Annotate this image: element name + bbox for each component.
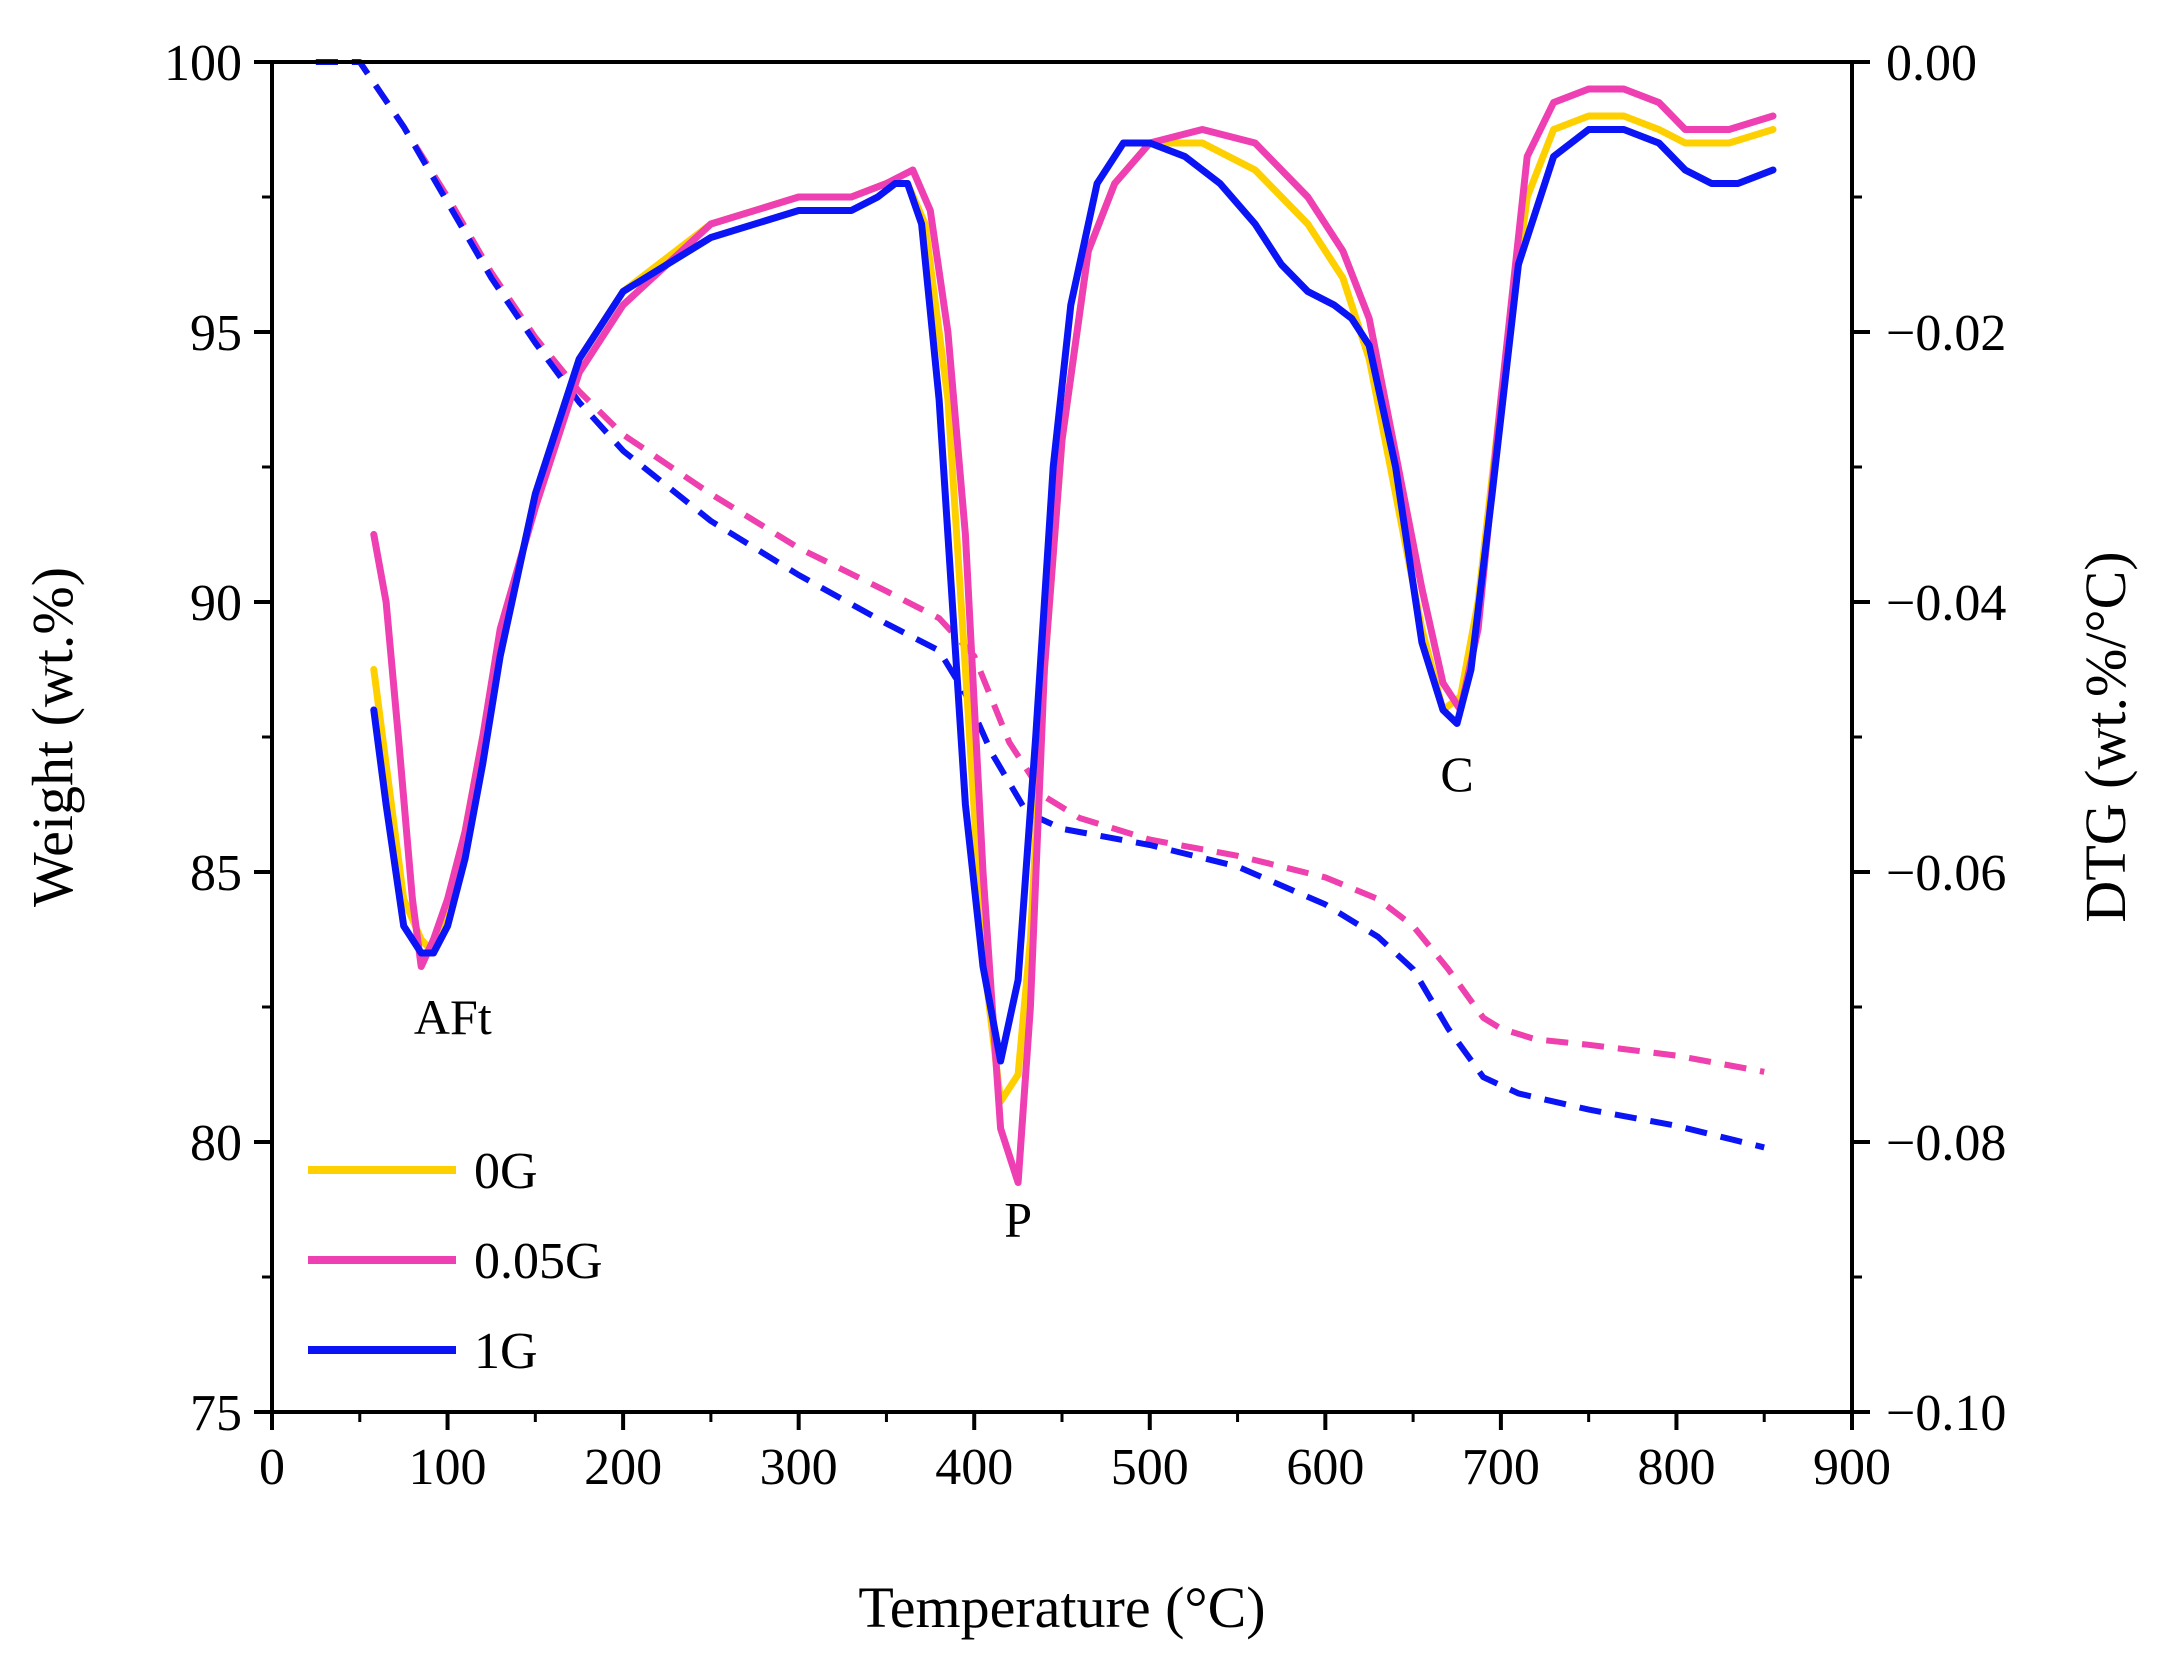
legend: 0G 0.05G 1G [308,1143,603,1380]
y-axis-right-title: DTG (wt.%/°C) [2073,551,2138,922]
x-tick-label: 800 [1637,1439,1715,1496]
y-left-tick-label: 75 [190,1385,242,1442]
y-left-tick-label: 95 [190,305,242,362]
x-tick-label: 100 [409,1439,487,1496]
annotation-p: P [1004,1192,1032,1248]
label-layer: Temperature (°C) Weight (wt.%) DTG (wt.%… [20,551,2138,1640]
x-tick-label: 900 [1813,1439,1891,1496]
x-tick-label: 500 [1111,1439,1189,1496]
y-left-tick-label: 80 [190,1115,242,1172]
x-tick-label: 700 [1462,1439,1540,1496]
y-right-tick-label: −0.06 [1886,845,2006,902]
tg-line-0-05g [315,59,1765,1075]
x-tick-label: 300 [760,1439,838,1496]
annotation-aft: AFt [414,989,492,1045]
y-axis-left-title: Weight (wt.%) [20,567,85,907]
x-axis-title: Temperature (°C) [858,1575,1265,1640]
y-left-tick-label: 85 [190,845,242,902]
y-right-tick-label: −0.08 [1886,1115,2006,1172]
y-left-tick-label: 100 [164,35,242,92]
annotation-c: C [1440,746,1473,802]
tick-layer: 0 100 200 300 400 500 600 700 800 900 75 80 85 90 95 10… [164,35,2006,1496]
legend-label-0g: 0G [474,1143,538,1200]
legend-label-0-05g: 0.05G [474,1233,603,1290]
x-tick-label: 600 [1286,1439,1364,1496]
x-tick-label: 0 [259,1439,285,1496]
y-right-tick-label: −0.02 [1886,305,2006,362]
y-right-tick-label: −0.04 [1886,575,2006,632]
annotation-layer: AFt P C [414,746,1474,1248]
x-tick-label: 400 [935,1439,1013,1496]
y-right-tick-label: 0.00 [1886,35,1977,92]
y-left-tick-label: 90 [190,575,242,632]
legend-label-1g: 1G [474,1323,538,1380]
dtg-line-1g [370,126,1777,1065]
y-right-tick-label: −0.10 [1886,1385,2006,1442]
series-layer [315,59,1777,1186]
x-tick-label: 200 [584,1439,662,1496]
